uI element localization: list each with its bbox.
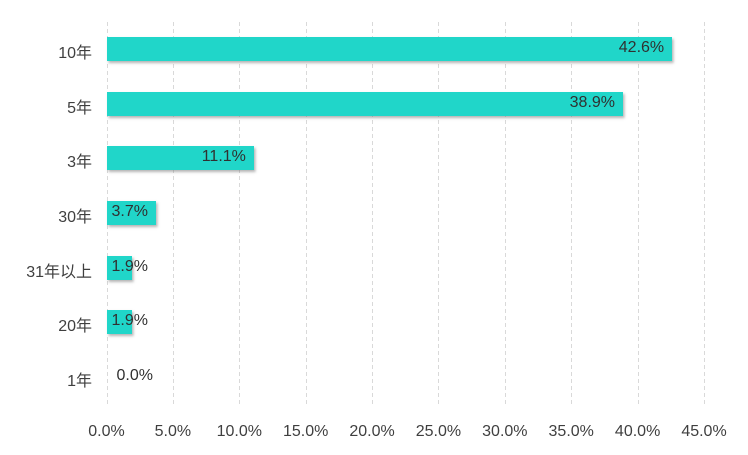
value-label: 1.9%	[111, 312, 148, 330]
category-label: 20年	[58, 318, 92, 336]
value-label: 1.9%	[111, 257, 148, 275]
bar	[106, 255, 132, 280]
value-label: 0.0%	[116, 366, 153, 384]
x-axis-tick-label: 15.0%	[282, 423, 329, 440]
category-label: 31年以上	[26, 263, 92, 281]
value-label: 42.6%	[618, 39, 665, 57]
bar	[106, 310, 132, 335]
gridline	[704, 22, 705, 404]
category-label: 1年	[67, 372, 92, 390]
category-label: 10年	[58, 45, 92, 63]
value-label: 38.9%	[569, 93, 616, 111]
gridline	[438, 22, 440, 404]
category-label: 30年	[58, 209, 92, 226]
x-axis-tick-label: 20.0%	[349, 423, 395, 440]
value-label: 3.7%	[111, 203, 148, 220]
bar	[106, 91, 623, 116]
x-axis-tick-label: 35.0%	[548, 423, 594, 440]
gridline	[305, 22, 307, 404]
category-label: 3年	[67, 154, 92, 172]
bar	[106, 37, 673, 62]
bar	[106, 146, 254, 171]
gridline	[637, 22, 639, 404]
x-axis-tick-label: 30.0%	[482, 423, 528, 440]
gridline	[504, 22, 506, 404]
gridline	[372, 22, 374, 404]
x-axis-tick-label: 5.0%	[154, 423, 192, 440]
gridline	[172, 22, 174, 404]
gridline	[239, 22, 241, 404]
x-axis-tick-label: 40.0%	[614, 423, 661, 440]
bar	[106, 201, 156, 225]
x-axis-tick-label: 10.0%	[216, 423, 262, 440]
x-axis-tick-label: 25.0%	[415, 423, 462, 440]
gridline	[571, 22, 573, 404]
x-axis-tick-label: 45.0%	[681, 423, 727, 440]
category-label: 5年	[67, 99, 92, 117]
value-label: 11.1%	[201, 148, 246, 166]
x-axis-tick-label: 0.0%	[88, 423, 125, 440]
